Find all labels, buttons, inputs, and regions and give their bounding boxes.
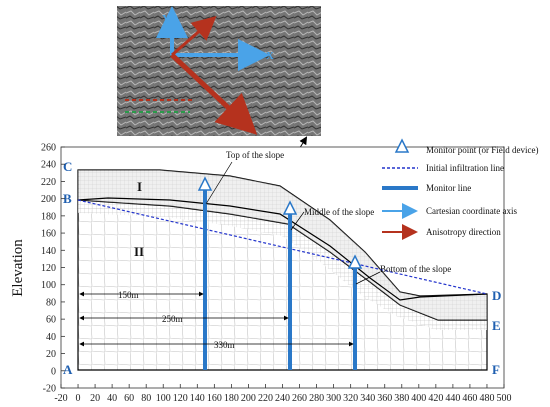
- photo-y-label: Y: [162, 13, 170, 25]
- legend-cartesian-label: Cartesian coordinate axis: [426, 206, 517, 216]
- x-tick-label: 300: [326, 393, 341, 404]
- x-tick-label: 40: [107, 393, 117, 404]
- y-tick-label: 120: [41, 263, 56, 274]
- x-tick-label: 460: [462, 393, 477, 404]
- monitor-points: [197, 176, 363, 269]
- legend: Monitor point (or Field device) Initial …: [382, 138, 538, 240]
- y-tick-label: 40: [46, 332, 56, 343]
- x-tick-label: 480: [479, 393, 494, 404]
- dim-250-label: 250m: [162, 314, 183, 324]
- photo-x-label: X: [266, 50, 274, 62]
- y-tick-label: 260: [41, 143, 56, 154]
- y-tick-label: 0: [51, 366, 56, 377]
- layer-boundary: [77, 197, 488, 301]
- label-middle-of-slope: Middle of the slope: [304, 207, 374, 217]
- y-tick-label: 100: [41, 280, 56, 291]
- legend-monitor-line-label: Monitor line: [426, 183, 471, 193]
- x-tick-label: -20: [54, 393, 67, 404]
- slope-labels: Top of the slope Middle of the slope Bot…: [205, 150, 451, 285]
- x-tick-label: 380: [394, 393, 409, 404]
- mesh-fine-band: [78, 200, 487, 330]
- x-tick-label: 240: [275, 393, 290, 404]
- y-tick-label: 60: [46, 315, 56, 326]
- x-tick-label: 200: [241, 393, 256, 404]
- x-tick-label: 60: [124, 393, 134, 404]
- dimension-arrows: 150m 250m 330m: [79, 290, 354, 350]
- x-tick-label: 260: [292, 393, 307, 404]
- x-tick-label: 320: [343, 393, 358, 404]
- dim-330-label: 330m: [214, 340, 235, 350]
- label-top-of-slope: Top of the slope: [226, 150, 284, 160]
- zone-II-label: II: [134, 244, 144, 259]
- y-tick-label: 180: [41, 211, 56, 222]
- x-tick-label: 0: [76, 393, 81, 404]
- y-tick-label: 220: [41, 177, 56, 188]
- x-tick-label: 140: [190, 393, 205, 404]
- legend-infiltration-label: Initial infiltration line: [426, 163, 504, 173]
- photo-anisotropy-arrows: [125, 16, 258, 135]
- x-tick-label: 180: [224, 393, 239, 404]
- x-tick-label: 220: [258, 393, 273, 404]
- y-axis-ticks: -20 0 20 40 60 80 100 120 140 160 180 200 220 240 260: [41, 143, 65, 395]
- point-B-label: B: [63, 191, 72, 206]
- x-tick-label: 440: [445, 393, 460, 404]
- x-tick-label: 400: [411, 393, 426, 404]
- y-tick-label: 80: [46, 297, 56, 308]
- legend-anisotropy-label: Anisotropy direction: [426, 227, 501, 237]
- monitor-point-top: [197, 176, 213, 191]
- x-tick-label: 20: [90, 393, 100, 404]
- x-tick-label: 120: [173, 393, 188, 404]
- point-E-label: E: [492, 318, 501, 333]
- label-bottom-of-slope: Bottom of the slope: [380, 264, 451, 274]
- point-C-label: C: [63, 159, 72, 174]
- y-tick-label: 200: [41, 194, 56, 205]
- point-F-label: F: [492, 362, 500, 377]
- x-tick-label: 360: [377, 393, 392, 404]
- y-axis-label: Elevation: [10, 239, 26, 297]
- point-D-label: D: [492, 288, 501, 303]
- x-tick-label: 340: [360, 393, 375, 404]
- y-tick-label: 160: [41, 229, 56, 240]
- x-tick-label: 160: [207, 393, 222, 404]
- x-tick-label: 100: [156, 393, 171, 404]
- y-tick-label: 20: [46, 349, 56, 360]
- legend-monitor-point-label: Monitor point (or Field device): [426, 145, 538, 155]
- rock-photo: Y X: [117, 6, 321, 136]
- x-tick-label: 420: [428, 393, 443, 404]
- photo-cartesian-axes: Y X: [156, 6, 274, 71]
- zone-I-label: I: [137, 179, 142, 194]
- x-tick-label: 500: [497, 393, 512, 404]
- legend-monitor-point-icon: [394, 138, 410, 153]
- point-A-label: A: [63, 362, 73, 377]
- monitor-point-middle: [282, 200, 298, 215]
- x-tick-label: 280: [309, 393, 324, 404]
- dim-150-label: 150m: [118, 290, 139, 300]
- y-tick-label: 140: [41, 246, 56, 257]
- y-tick-label: -20: [43, 384, 56, 395]
- y-tick-label: 240: [41, 160, 56, 171]
- x-axis-ticks: -20 0 20 40 60 80 100 120 140 160 180 200 220 240 260 2…: [54, 384, 512, 404]
- layer-I-mesh: [78, 170, 487, 320]
- x-tick-label: 80: [141, 393, 151, 404]
- monitor-point-bottom: [347, 254, 363, 269]
